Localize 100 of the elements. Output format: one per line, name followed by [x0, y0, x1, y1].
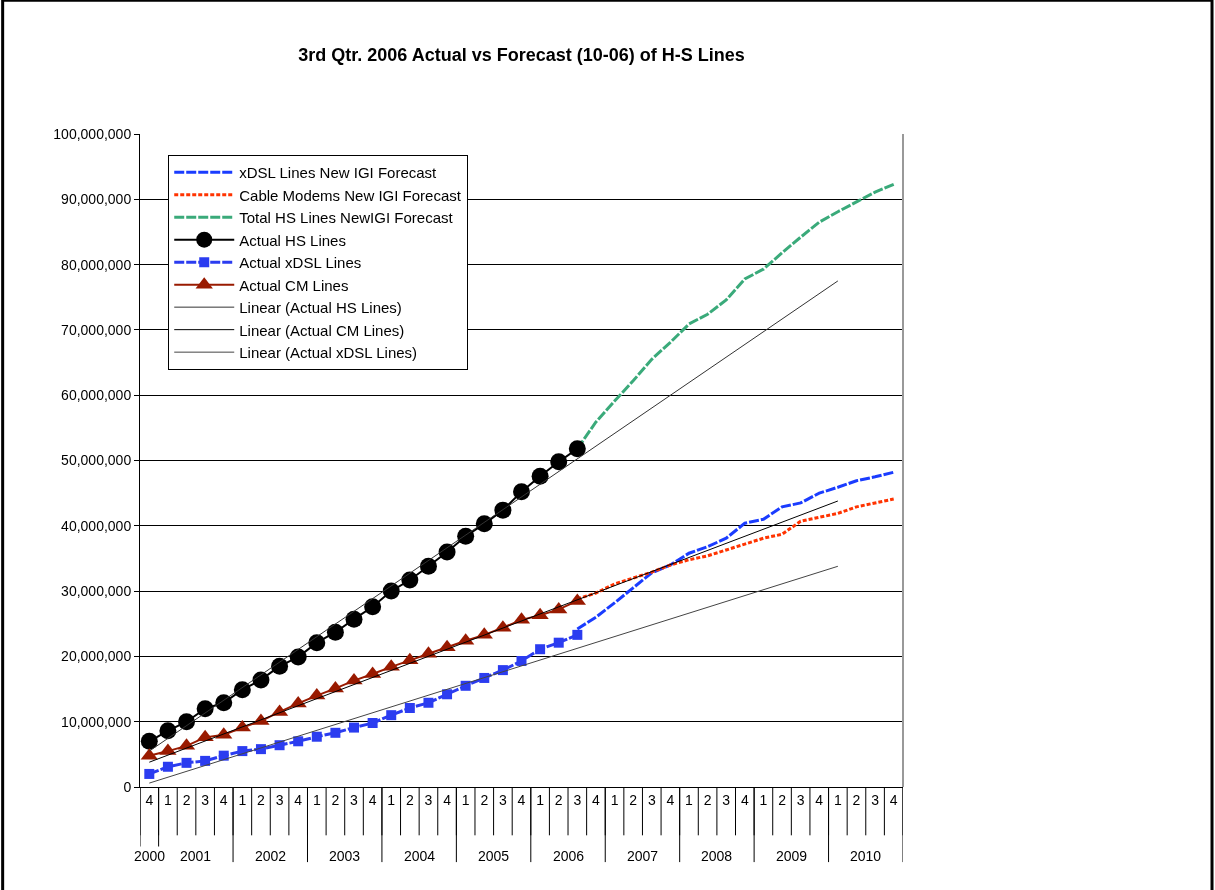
x-tick-label: 1 [759, 791, 768, 808]
point [386, 710, 397, 721]
y-tick-label: 30,000,000 [61, 583, 132, 599]
x-tick-label: 4 [219, 791, 228, 808]
legend-label: Linear (Actual CM Lines) [239, 321, 405, 339]
text: 2000 [134, 848, 166, 864]
x-tick-label: 3 [498, 791, 507, 808]
point [349, 722, 360, 733]
x-tick-label: 1 [610, 791, 619, 808]
point [516, 655, 527, 666]
point [423, 697, 434, 708]
x-tick-label: 2 [257, 791, 266, 808]
legend-label: Actual HS Lines [239, 231, 346, 249]
x-tick-label: 2 [554, 791, 563, 808]
x-tick-label: 4 [666, 791, 675, 808]
legend-label: xDSL Lines New IGI Forecast [239, 164, 438, 181]
x-tick-label: 2 [629, 791, 638, 808]
y-tick-label: 90,000,000 [61, 191, 132, 208]
point [289, 648, 307, 666]
x-tick-label: 1 [312, 791, 321, 808]
point [535, 644, 546, 655]
text: 2005 [478, 848, 510, 864]
point [311, 731, 322, 742]
chart-title: 3rd Qtr. 2006 Actual vs Forecast (10-06) of H-S Lines [298, 45, 745, 66]
y-tick-label: 50,000,000 [61, 452, 132, 469]
legend-label: Actual xDSL Lines [239, 254, 362, 271]
x-tick-label: 2 [703, 791, 712, 808]
point [200, 755, 211, 766]
x-tick-label: 4 [517, 791, 526, 808]
point [513, 483, 530, 501]
x-tick-label: 3 [871, 791, 880, 808]
point [404, 702, 415, 713]
x-tick-label: 3 [796, 791, 805, 808]
y-tick-label: 40,000,000 [61, 517, 132, 534]
point [196, 700, 214, 718]
x-tick-label: 3 [275, 791, 284, 808]
text: 2004 [404, 848, 436, 864]
point [364, 598, 382, 616]
point [531, 467, 549, 485]
x-tick-label: 2 [331, 791, 340, 808]
x-tick-label: 1 [387, 791, 396, 808]
point [162, 761, 173, 772]
x-tick-label: 1 [164, 791, 173, 808]
point [550, 453, 568, 471]
point [308, 634, 326, 652]
text: 2008 [701, 848, 733, 864]
legend-label: Actual CM Lines [239, 276, 349, 294]
x-tick-label: 2 [852, 791, 861, 808]
point [140, 732, 158, 750]
x-tick-label: 4 [889, 791, 898, 808]
point [144, 768, 155, 779]
x-tick-label: 3 [573, 791, 582, 808]
x-tick-label: 1 [833, 791, 842, 808]
point [401, 571, 419, 589]
x-tick-label: 3 [647, 791, 656, 808]
x-tick-label: 1 [536, 791, 545, 808]
point [553, 637, 564, 648]
x-tick-label: 4 [592, 791, 601, 808]
x-tick-label: 1 [461, 791, 470, 808]
x-tick-label: 4 [368, 791, 377, 808]
point [178, 713, 196, 731]
x-tick-label: 2 [405, 791, 414, 808]
point [159, 722, 177, 740]
legend-label: Cable Modems New IGI Forecast [239, 186, 462, 204]
y-tick-label: 60,000,000 [61, 387, 132, 404]
legend-label: Linear (Actual xDSL Lines) [239, 344, 418, 361]
x-tick-label: 4 [443, 791, 452, 808]
x-tick-label: 4 [815, 791, 824, 808]
point [330, 727, 341, 738]
x-tick-label: 1 [685, 791, 694, 808]
y-tick-label: 70,000,000 [61, 321, 132, 338]
text: 2006 [553, 848, 585, 864]
y-tick-label: 0 [123, 778, 132, 795]
y-tick-label: 20,000,000 [61, 648, 132, 665]
text: 2002 [255, 848, 287, 864]
text: 2007 [627, 848, 659, 864]
x-tick-label: 3 [201, 791, 210, 808]
point [293, 736, 304, 747]
point [419, 557, 437, 575]
y-tick-label: 10,000,000 [61, 713, 132, 730]
x-tick-label: 2 [778, 791, 787, 808]
point [442, 689, 453, 700]
point [568, 440, 586, 458]
text: 2003 [329, 848, 361, 864]
text: 2010 [850, 848, 882, 864]
y-tick-label: 80,000,000 [61, 256, 132, 273]
text: 2009 [776, 848, 808, 864]
point [326, 623, 344, 641]
point [345, 610, 363, 628]
y-tick-label: 100,000,000 [53, 125, 132, 142]
legend-label: Linear (Actual HS Lines) [239, 299, 402, 316]
text: 2001 [180, 848, 212, 864]
legend-label: Total HS Lines NewIGI Forecast [239, 209, 454, 226]
x-tick-label: 1 [238, 791, 247, 808]
x-tick-label: 3 [722, 791, 731, 808]
point [367, 718, 378, 729]
x-tick-label: 4 [740, 791, 749, 808]
x-tick-label: 4 [145, 791, 154, 808]
x-tick-label: 2 [182, 791, 191, 808]
x-tick-label: 3 [424, 791, 433, 808]
